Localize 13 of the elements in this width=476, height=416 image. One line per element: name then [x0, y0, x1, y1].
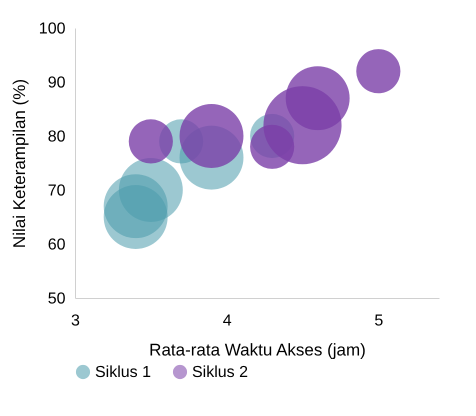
x-tick-label: 4 [222, 312, 232, 330]
y-tick-label: 60 [48, 236, 66, 254]
legend-label: Siklus 2 [192, 364, 248, 381]
x-tick-label: 5 [374, 312, 384, 330]
y-tick-label: 90 [48, 74, 66, 92]
y-tick-label: 80 [48, 128, 66, 146]
legend-label: Siklus 1 [95, 364, 152, 381]
x-axis-title: Rata-rata Waktu Akses (jam) [149, 340, 366, 360]
y-axis-title: Nilai Keterampilan (%) [10, 78, 29, 248]
y-tick-label: 100 [38, 20, 66, 38]
y-tick-label: 70 [48, 182, 66, 200]
y-tick-label: 50 [48, 290, 66, 308]
x-tick-label: 3 [71, 312, 80, 330]
